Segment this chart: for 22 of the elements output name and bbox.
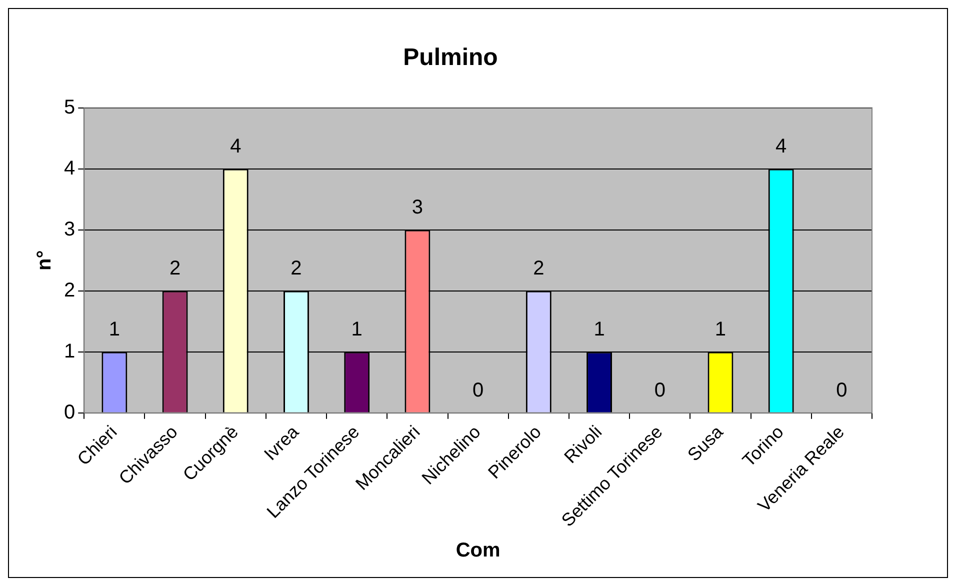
y-tick-label: 1 [64,340,76,362]
data-label: 0 [654,379,666,402]
data-label: 3 [412,196,424,218]
y-tick-label: 4 [64,157,76,180]
data-label: 1 [714,318,726,340]
y-tick-label: 2 [64,279,76,302]
y-tick-label: 0 [64,401,76,424]
data-label: 1 [108,318,120,340]
data-label: 0 [836,379,848,402]
chart-title: Pulmino [403,44,498,72]
y-axis-title: n° [34,250,56,270]
y-tick-label: 5 [64,96,76,118]
data-label: 4 [230,135,242,158]
x-axis-title: Com [456,540,500,562]
data-label: 0 [472,379,484,402]
y-tick-label: 3 [64,218,76,240]
data-label: 2 [169,257,181,280]
data-label: 1 [594,318,605,340]
data-label: 2 [290,257,302,280]
data-label: 2 [533,257,544,280]
data-label: 1 [351,318,362,340]
data-label: 4 [776,135,787,158]
